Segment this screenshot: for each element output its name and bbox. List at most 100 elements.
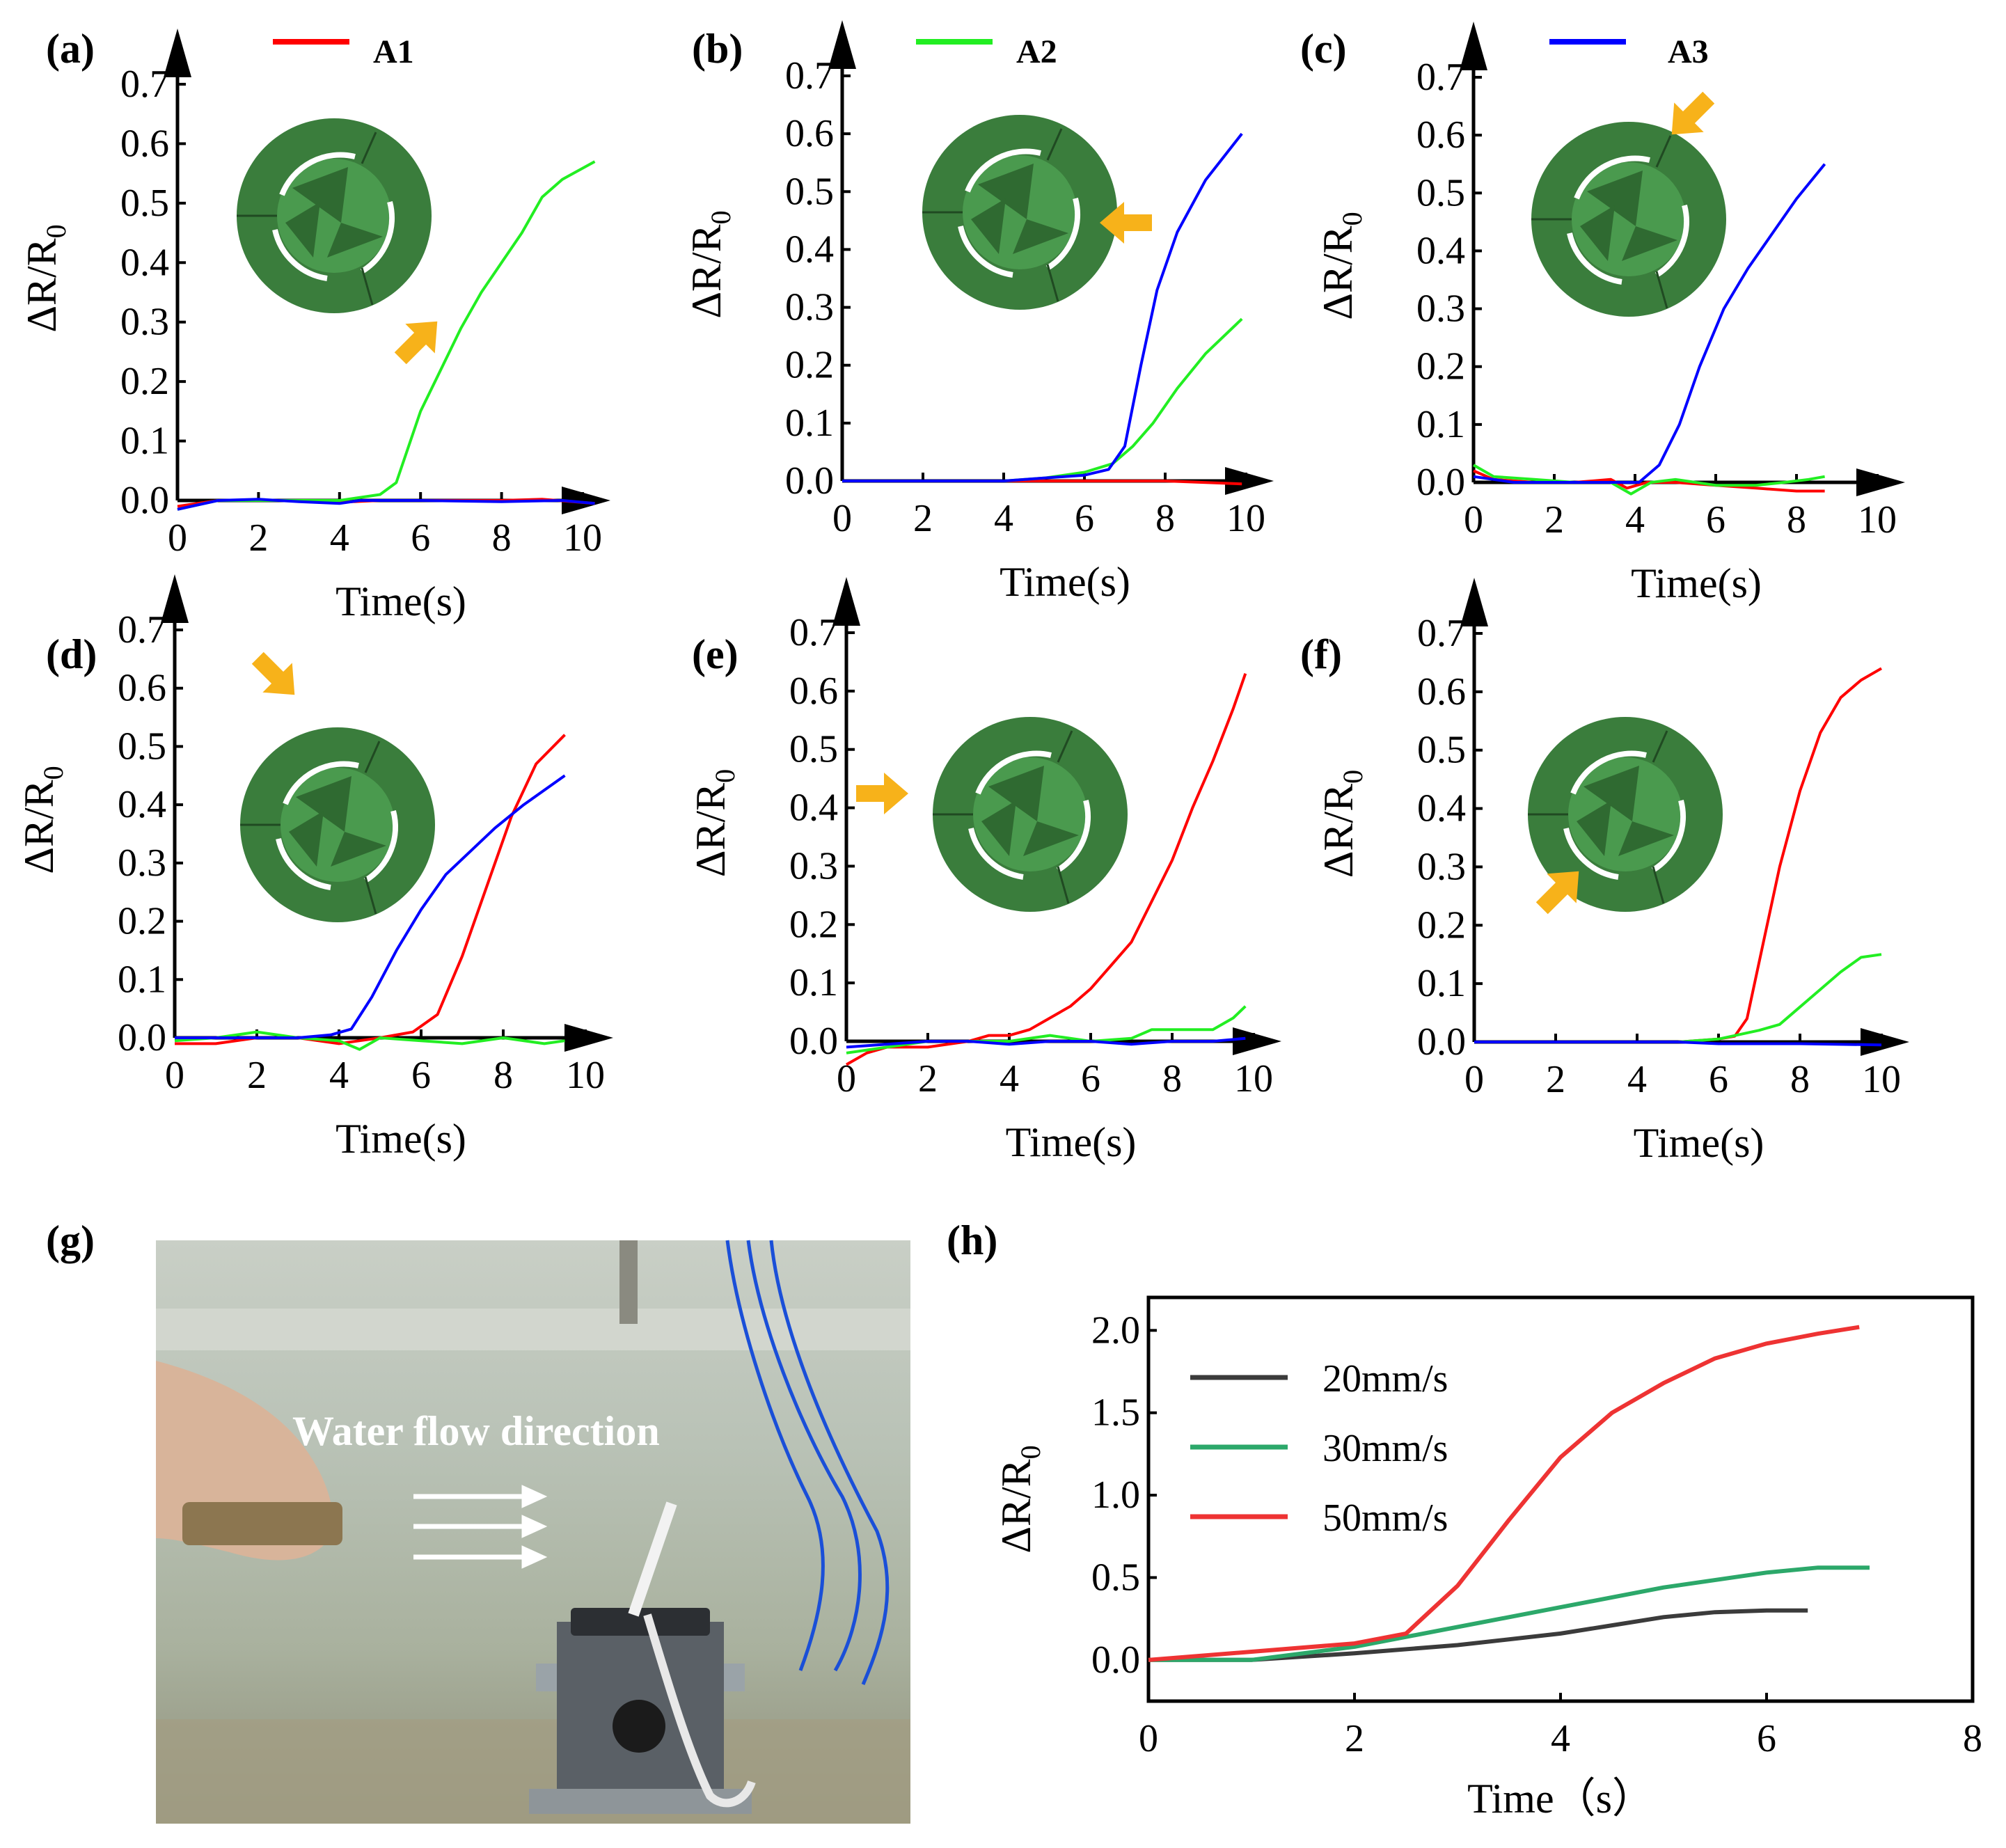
y-tick-label: 0.7 [120,63,169,106]
inset-slot-2 [360,200,395,274]
inset-divider-2 [364,741,381,773]
sensor-inset-a [237,118,432,313]
y-tick-label: 0.2 [1416,345,1465,388]
y-tick-label: 0.6 [120,122,169,165]
y-tick-label: 0.7 [1417,612,1466,655]
inset-slot-2 [1056,799,1091,873]
inset-divider-3 [1655,271,1668,309]
x-tick-label: 10 [1862,1058,1901,1101]
y-axis-label-subscript: 0 [705,210,736,224]
series-line-a3 [175,774,566,1039]
x-tick-label: 0 [1139,1717,1158,1760]
series-line-50mm-s [1148,1325,1860,1662]
y-tick-label: 0.1 [785,402,834,445]
inset-blade-2 [331,832,386,867]
x-axis-label: Time(s) [1634,1120,1764,1166]
chart-panel-b: (b) 0 2 4 6 8 10 0.0 0.1 0.2 0.3 0.4 0.5 0.6 0.7 Time(s… [684,20,1274,605]
force-arrow-e [856,773,908,814]
x-tick-label: 4 [994,497,1013,540]
sensor-probe [628,1501,677,1617]
inset-slot-1 [975,750,1052,795]
inset-divider-2 [1652,730,1668,763]
y-tick-label: 0.5 [1417,729,1466,772]
x-tick-label: 6 [411,1054,431,1097]
series-line-30mm-s [1148,1565,1870,1662]
panel-label-f: (f) [1300,631,1342,677]
inset-divider-3 [1057,866,1070,904]
inset-slot-2 [1045,197,1081,271]
x-tick-label: 10 [1234,1057,1273,1100]
inset-slot-3 [958,226,1013,278]
y-tick-label: 0.0 [785,459,834,503]
y-axis-label: ΔR/R0 [993,1445,1046,1553]
y-tick-label: 0.7 [789,611,838,654]
inset-slot-3 [1567,232,1622,285]
force-arrow-shape [394,321,438,365]
inset-divider-3 [361,267,374,306]
inset-blade-3 [289,811,324,867]
inset-blade-2 [1013,219,1068,254]
panel-label-a: (a) [46,26,95,72]
y-axis-label-main: ΔR/R [1316,784,1361,878]
inset-slot-3 [968,828,1024,880]
x-tick-label: 4 [1625,498,1645,542]
x-tick-label: 0 [832,497,852,540]
series-line-a2 [842,317,1243,482]
sensor-inset-c [1531,122,1726,317]
x-tick-label: 6 [1709,1058,1728,1101]
held-stick [182,1502,342,1545]
y-tick-label: 0.1 [120,420,169,463]
y-axis-arrowhead [1460,22,1487,70]
x-axis-label: Time（s） [1467,1776,1654,1822]
legend-label-a2: A2 [1016,33,1057,70]
x-tick-label: 4 [1000,1057,1019,1100]
x-tick-label: 6 [411,516,430,560]
sensor-inset-b [922,115,1117,310]
force-arrow-shape [1671,91,1715,135]
force-arrow-d [251,651,295,695]
y-tick-label: 0.2 [785,344,834,387]
panel-label-g: (g) [46,1217,95,1263]
x-tick-label: 2 [1546,1058,1565,1101]
x-tick-label: 8 [1790,1058,1810,1101]
series-line-a3 [177,498,595,511]
y-axis-label: ΔR/R0 [684,210,736,318]
series-line-a3 [842,132,1243,482]
y-tick-label: 1.5 [1091,1391,1140,1435]
x-tick-label: 8 [1162,1057,1182,1100]
x-axis-arrowhead [1225,467,1274,495]
legend-label-a1: A1 [373,33,414,70]
x-tick-label: 6 [1075,497,1094,540]
x-tick-label: 10 [566,1054,605,1097]
y-tick-label: 0.6 [1416,113,1465,157]
series-line-a3 [846,1036,1246,1049]
force-arrow-a [394,321,438,365]
y-tick-label: 0.5 [1091,1556,1140,1599]
tank-post [619,1240,638,1324]
y-tick-label: 0.4 [120,241,169,284]
inset-blade-1 [296,776,352,832]
y-tick-label: 0.7 [1416,56,1465,99]
y-axis-label-subscript: 0 [40,224,72,238]
y-axis-label: ΔR/R0 [16,766,69,874]
force-arrow-f [1535,871,1579,915]
y-tick-label: 0.1 [789,961,838,1004]
y-tick-label: 0.0 [1416,461,1465,504]
flow-arrows [413,1485,548,1569]
y-axis-label-main: ΔR/R [16,780,62,874]
y-axis-label: ΔR/R0 [1316,770,1368,878]
inset-blade-1 [292,167,348,223]
y-tick-label: 0.1 [1416,403,1465,446]
x-tick-label: 2 [913,497,933,540]
force-arrow-shape [1100,202,1152,244]
y-tick-label: 0.7 [785,54,834,97]
y-axis-label-main: ΔR/R [1315,226,1361,319]
y-tick-label: 0.7 [118,608,166,651]
x-tick-label: 4 [1551,1717,1570,1760]
series-line-a2 [174,1030,565,1051]
y-tick-label: 2.0 [1091,1309,1140,1352]
panel-label-d: (d) [46,631,97,677]
x-tick-label: 0 [165,1054,184,1097]
inset-blade-3 [1577,800,1611,856]
